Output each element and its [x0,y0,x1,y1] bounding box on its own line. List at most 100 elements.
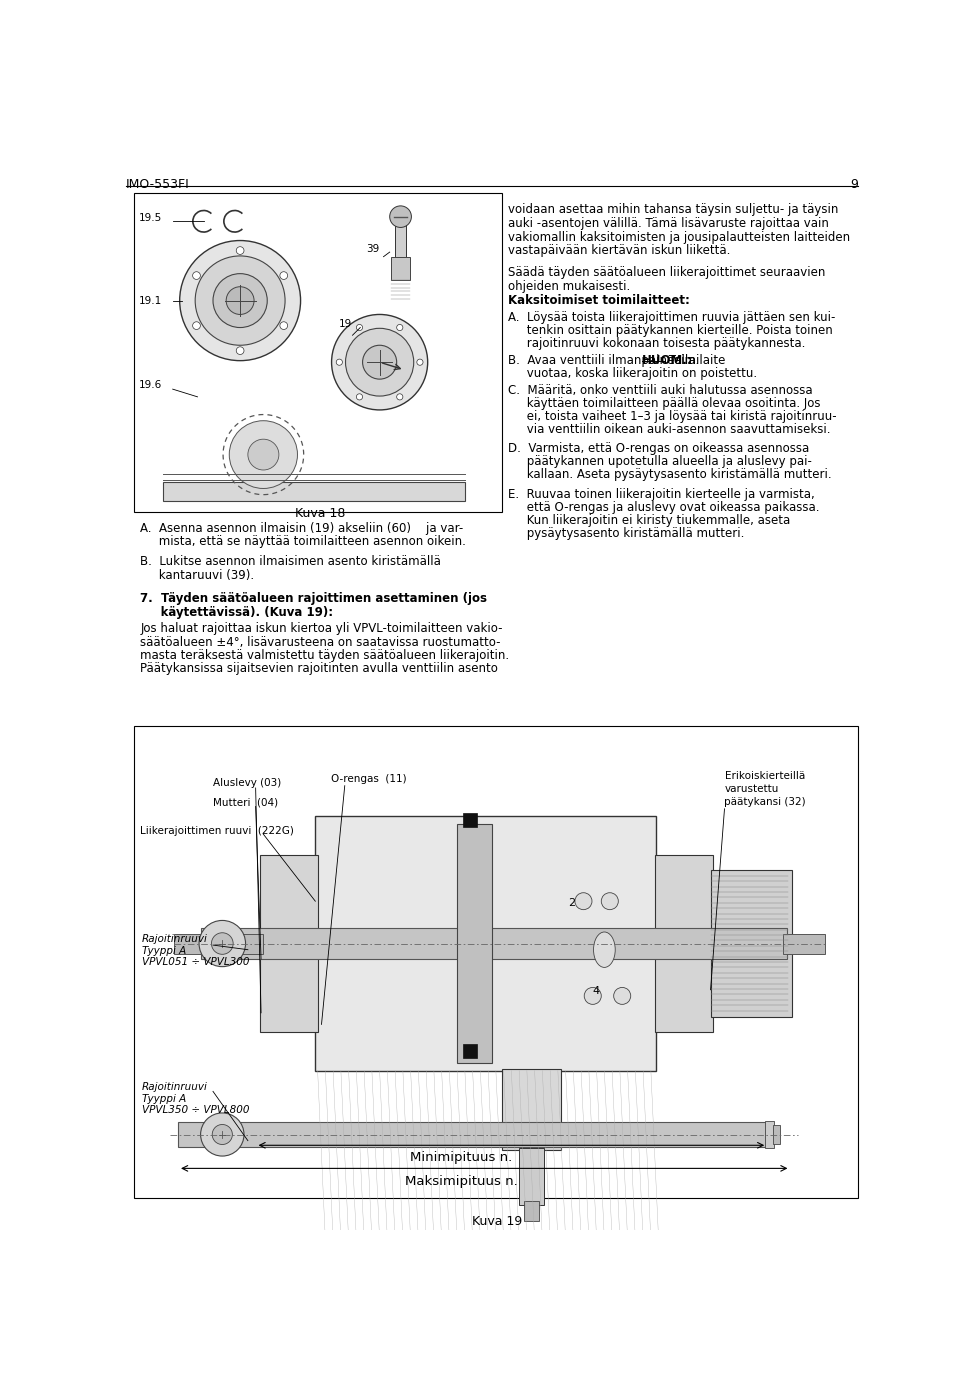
Text: VPVL051 ÷ VPVL300: VPVL051 ÷ VPVL300 [142,958,250,967]
Bar [179,1122,767,1147]
Text: mista, että se näyttää toimilaitteen asennon oikein.: mista, että se näyttää toimilaitteen ase… [140,535,466,547]
Text: 7.  Täyden säätöalueen rajoittimen asettaminen (jos: 7. Täyden säätöalueen rajoittimen asetta… [140,593,487,605]
Text: ei, toista vaiheet 1–3 ja löysää tai kiristä rajoitinruu-: ei, toista vaiheet 1–3 ja löysää tai kir… [508,410,836,423]
Circle shape [417,359,423,365]
Circle shape [331,315,427,410]
Text: B.  Lukitse asennon ilmaisimen asento kiristämällä: B. Lukitse asennon ilmaisimen asento kir… [140,556,441,568]
Text: Maksimipituus n.: Maksimipituus n. [404,1175,517,1187]
Ellipse shape [593,931,615,967]
Circle shape [201,1113,244,1157]
Text: Rajoitinruuvi: Rajoitinruuvi [142,1082,207,1092]
Text: Liikerajoittimen ruuvi  (222G): Liikerajoittimen ruuvi (222G) [140,826,294,836]
Text: Toimilaite: Toimilaite [665,354,726,366]
Bar [134,193,502,513]
Text: O-rengas  (11): O-rengas (11) [331,774,406,784]
Bar [175,933,263,954]
Text: käytettävissä). (Kuva 19):: käytettävissä). (Kuva 19): [140,605,333,619]
Bar [457,824,492,1063]
Text: 2: 2 [568,898,575,908]
Text: Tyyppi A: Tyyppi A [142,945,186,956]
Bar [315,817,657,1071]
Circle shape [356,394,363,399]
Bar [202,929,786,959]
Text: C.  Määritä, onko venttiili auki halutussa asennossa: C. Määritä, onko venttiili auki halutuss… [508,384,812,397]
Text: 19.6: 19.6 [138,380,162,390]
Bar [502,1070,561,1150]
Text: via venttiilin oikean auki-asennon saavuttamiseksi.: via venttiilin oikean auki-asennon saavu… [508,423,830,435]
Text: Mutteri  (04): Mutteri (04) [213,797,278,807]
Text: että O-rengas ja aluslevy ovat oikeassa paikassa.: että O-rengas ja aluslevy ovat oikeassa … [508,500,819,514]
Bar [774,1125,780,1144]
Text: 9: 9 [850,178,858,191]
Text: päätykannen upotetulla alueella ja aluslevy pai-: päätykannen upotetulla alueella ja alusl… [508,455,811,468]
Circle shape [390,206,412,228]
Text: varustettu: varustettu [725,784,779,795]
Text: E.  Ruuvaa toinen liikerajoitin kierteelle ja varmista,: E. Ruuvaa toinen liikerajoitin kierteell… [508,488,814,500]
Text: ohjeiden mukaisesti.: ohjeiden mukaisesti. [508,279,630,293]
Circle shape [601,893,618,909]
Text: tenkin osittain päätykannen kierteille. Poista toinen: tenkin osittain päätykannen kierteille. … [508,323,832,337]
Circle shape [613,987,631,1005]
Circle shape [356,325,363,330]
Text: HUOM.:: HUOM.: [642,354,692,366]
Text: Minimipituus n.: Minimipituus n. [410,1151,512,1165]
Text: kallaan. Aseta pysäytysasento kiristämällä mutteri.: kallaan. Aseta pysäytysasento kiristämäl… [508,468,831,481]
Text: Jos haluat rajoittaa iskun kiertoa yli VPVL-toimilaitteen vakio-: Jos haluat rajoittaa iskun kiertoa yli V… [140,622,503,636]
Text: käyttäen toimilaitteen päällä olevaa osoitinta. Jos: käyttäen toimilaitteen päällä olevaa oso… [508,397,820,410]
Circle shape [248,439,278,470]
Circle shape [193,272,201,279]
Bar [655,855,713,1032]
Circle shape [336,359,343,365]
Text: 39: 39 [367,245,380,254]
Text: rajoitinruuvi kokonaan toisesta päätykannesta.: rajoitinruuvi kokonaan toisesta päätykan… [508,337,804,350]
Circle shape [199,920,246,966]
Text: Kuva 18: Kuva 18 [295,507,346,520]
Bar [710,871,792,1017]
Circle shape [585,987,601,1005]
Circle shape [396,394,403,399]
Circle shape [236,247,244,254]
Text: auki -asentojen välillä. Tämä lisävaruste rajoittaa vain: auki -asentojen välillä. Tämä lisävarust… [508,217,828,229]
Circle shape [280,272,288,279]
Bar [464,1043,477,1057]
Bar [392,257,410,279]
Text: A.  Löysää toista liikerajoittimen ruuvia jättäen sen kui-: A. Löysää toista liikerajoittimen ruuvia… [508,311,835,323]
Text: säätöalueen ±4°, lisävarusteena on saatavissa ruostumatto-: säätöalueen ±4°, lisävarusteena on saata… [140,636,501,648]
Bar [134,727,858,1198]
Circle shape [236,347,244,355]
Circle shape [280,322,288,329]
Text: pysäytysasento kiristämällä mutteri.: pysäytysasento kiristämällä mutteri. [508,527,744,540]
Text: Tyyppi A: Tyyppi A [142,1093,186,1104]
Text: vuotaa, koska liikerajoitin on poistettu.: vuotaa, koska liikerajoitin on poistettu… [508,366,756,380]
Text: A.  Asenna asennon ilmaisin (19) akseliin (60)    ja var-: A. Asenna asennon ilmaisin (19) akseliin… [140,521,464,535]
Circle shape [212,1125,232,1144]
Circle shape [575,893,592,909]
Text: VPVL350 ÷ VPVL800: VPVL350 ÷ VPVL800 [142,1106,250,1115]
Text: vakiomallin kaksitoimisten ja jousipalautteisten laitteiden: vakiomallin kaksitoimisten ja jousipalau… [508,231,850,243]
Circle shape [227,286,254,315]
Circle shape [211,933,233,955]
Text: 19: 19 [339,319,351,329]
Text: Rajoitinruuvi: Rajoitinruuvi [142,934,207,944]
Circle shape [229,420,298,488]
Text: vastapäivään kiertävän iskun liikettä.: vastapäivään kiertävän iskun liikettä. [508,245,730,257]
Circle shape [213,274,267,328]
Circle shape [363,346,396,379]
Bar [519,1147,544,1205]
Text: Kuva 19: Kuva 19 [472,1215,522,1227]
Bar [524,1201,540,1220]
Text: Erikoiskierteillä: Erikoiskierteillä [725,771,804,781]
Text: voidaan asettaa mihin tahansa täysin suljettu- ja täysin: voidaan asettaa mihin tahansa täysin sul… [508,203,838,216]
Text: 19.1: 19.1 [138,296,162,305]
Text: B.  Avaa venttiili ilmanpaineella.: B. Avaa venttiili ilmanpaineella. [508,354,703,366]
Bar [464,813,477,826]
Text: IMO-553FI: IMO-553FI [126,178,190,191]
Text: Kaksitoimiset toimilaitteet:: Kaksitoimiset toimilaitteet: [508,293,689,307]
Circle shape [180,240,300,361]
Text: kantaruuvi (39).: kantaruuvi (39). [140,568,254,582]
Text: Kun liikerajoitin ei kiristy tiukemmalle, aseta: Kun liikerajoitin ei kiristy tiukemmalle… [508,514,790,527]
Circle shape [193,322,201,329]
Text: Aluslevy (03): Aluslevy (03) [213,778,281,788]
Bar [162,481,465,500]
Text: Päätykansissa sijaitsevien rajoitinten avulla venttiilin asento: Päätykansissa sijaitsevien rajoitinten a… [140,662,498,674]
